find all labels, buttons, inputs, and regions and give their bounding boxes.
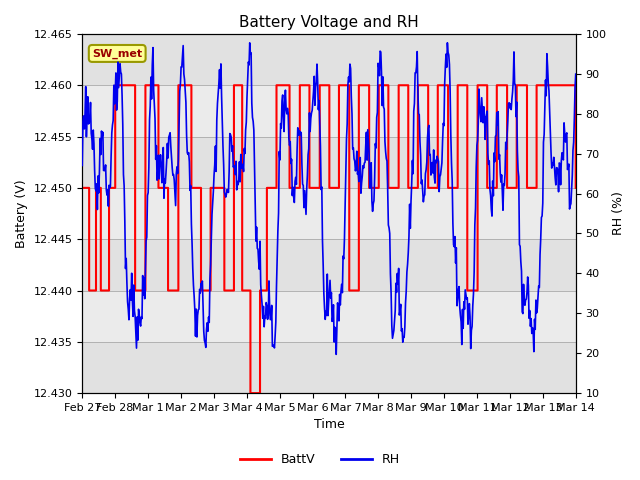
Bar (83, 188, 576, 239)
Bar (83, 34, 576, 85)
Bar (83, 342, 576, 393)
Y-axis label: RH (%): RH (%) (612, 192, 625, 236)
Y-axis label: Battery (V): Battery (V) (15, 179, 28, 248)
Bar (83, 290, 576, 342)
Legend: BattV, RH: BattV, RH (235, 448, 405, 471)
Title: Battery Voltage and RH: Battery Voltage and RH (239, 15, 419, 30)
Bar (83, 239, 576, 290)
Bar (83, 85, 576, 137)
Text: SW_met: SW_met (92, 48, 142, 59)
Bar (83, 137, 576, 188)
X-axis label: Time: Time (314, 419, 344, 432)
